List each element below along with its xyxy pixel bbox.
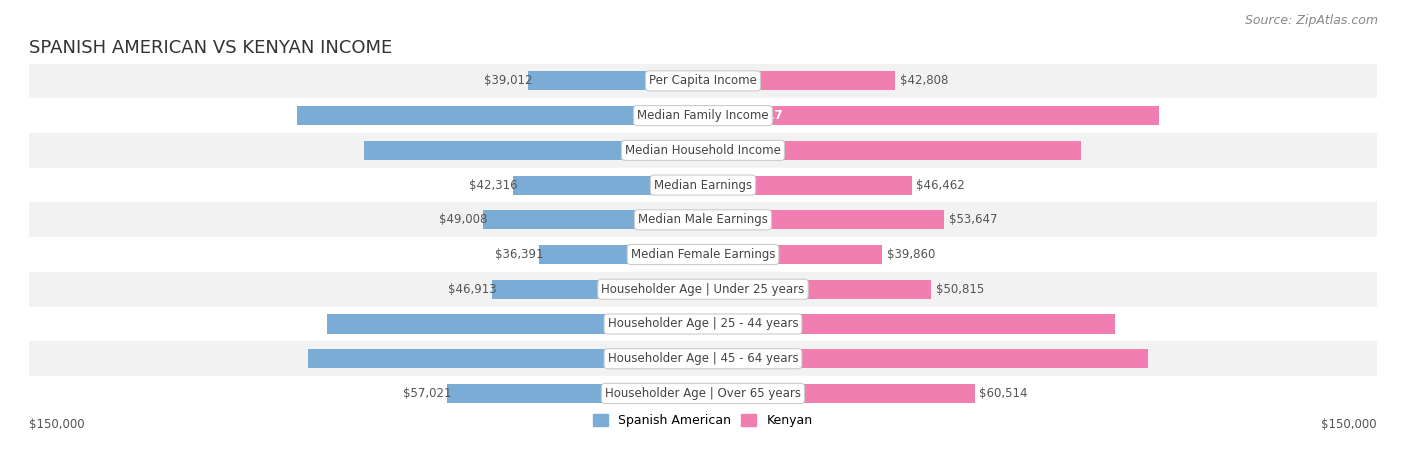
Bar: [703, 141, 1081, 160]
Bar: [30, 133, 1376, 168]
Text: Per Capita Income: Per Capita Income: [650, 74, 756, 87]
Text: $42,316: $42,316: [468, 178, 517, 191]
Text: Median Household Income: Median Household Income: [626, 144, 780, 157]
Text: $90,322: $90,322: [631, 109, 685, 122]
Text: $39,012: $39,012: [484, 74, 533, 87]
Bar: [703, 384, 974, 403]
Bar: [364, 141, 703, 160]
Text: $36,391: $36,391: [495, 248, 544, 261]
Bar: [447, 384, 703, 403]
Text: $150,000: $150,000: [30, 418, 84, 431]
Bar: [30, 272, 1376, 307]
Text: $83,722: $83,722: [631, 318, 685, 331]
Bar: [30, 237, 1376, 272]
Text: Householder Age | 25 - 44 years: Householder Age | 25 - 44 years: [607, 318, 799, 331]
Bar: [540, 245, 703, 264]
Bar: [30, 168, 1376, 203]
Bar: [30, 341, 1376, 376]
Bar: [527, 71, 703, 91]
Text: $46,462: $46,462: [917, 178, 965, 191]
Bar: [703, 314, 1115, 333]
Bar: [30, 307, 1376, 341]
Bar: [492, 280, 703, 299]
Text: Householder Age | Under 25 years: Householder Age | Under 25 years: [602, 283, 804, 296]
Bar: [703, 280, 931, 299]
Text: $53,647: $53,647: [949, 213, 997, 226]
Bar: [703, 176, 911, 195]
Text: $91,684: $91,684: [721, 318, 775, 331]
Text: $98,970: $98,970: [721, 352, 775, 365]
Bar: [326, 314, 703, 333]
Text: $87,836: $87,836: [631, 352, 685, 365]
Bar: [308, 349, 703, 368]
Text: $46,913: $46,913: [449, 283, 496, 296]
Text: SPANISH AMERICAN VS KENYAN INCOME: SPANISH AMERICAN VS KENYAN INCOME: [30, 39, 392, 57]
Bar: [30, 376, 1376, 411]
Bar: [703, 245, 882, 264]
Bar: [30, 64, 1376, 98]
Bar: [297, 106, 703, 125]
Text: Householder Age | Over 65 years: Householder Age | Over 65 years: [605, 387, 801, 400]
Bar: [513, 176, 703, 195]
Text: Median Earnings: Median Earnings: [654, 178, 752, 191]
Text: $39,860: $39,860: [887, 248, 935, 261]
Bar: [482, 210, 703, 229]
Text: $84,085: $84,085: [721, 144, 775, 157]
Text: $101,417: $101,417: [721, 109, 783, 122]
Bar: [703, 349, 1147, 368]
Text: Median Family Income: Median Family Income: [637, 109, 769, 122]
Text: Median Male Earnings: Median Male Earnings: [638, 213, 768, 226]
Legend: Spanish American, Kenyan: Spanish American, Kenyan: [589, 410, 817, 432]
Bar: [703, 106, 1159, 125]
Text: $60,514: $60,514: [980, 387, 1028, 400]
Text: $57,021: $57,021: [402, 387, 451, 400]
Text: $75,386: $75,386: [631, 144, 685, 157]
Text: Median Female Earnings: Median Female Earnings: [631, 248, 775, 261]
Bar: [30, 98, 1376, 133]
Text: Source: ZipAtlas.com: Source: ZipAtlas.com: [1244, 14, 1378, 27]
Text: $150,000: $150,000: [1322, 418, 1376, 431]
Text: $42,808: $42,808: [900, 74, 948, 87]
Text: $50,815: $50,815: [936, 283, 984, 296]
Text: $49,008: $49,008: [439, 213, 488, 226]
Text: Householder Age | 45 - 64 years: Householder Age | 45 - 64 years: [607, 352, 799, 365]
Bar: [703, 71, 896, 91]
Bar: [30, 203, 1376, 237]
Bar: [703, 210, 943, 229]
